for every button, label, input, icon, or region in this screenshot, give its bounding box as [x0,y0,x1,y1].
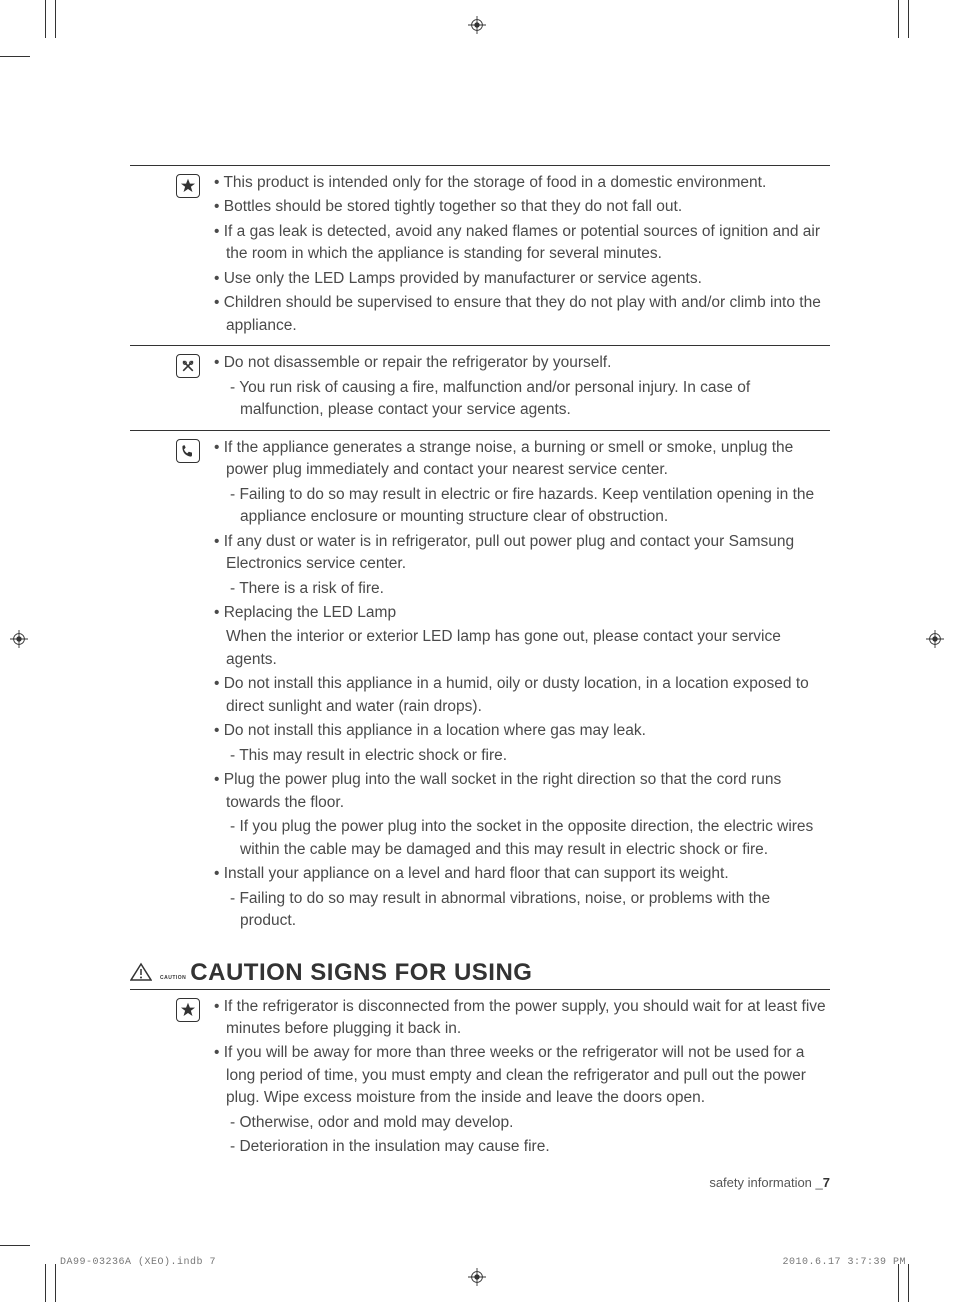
sub-bullet-text: You run risk of causing a fire, malfunct… [212,377,830,422]
sub-bullet-text: This may result in electric shock or fir… [212,745,830,767]
page-number: 7 [823,1175,830,1190]
bullet-text: If a gas leak is detected, avoid any nak… [212,221,830,266]
caution-triangle-icon [130,962,160,987]
section-contact-service: If the appliance generates a strange noi… [130,430,830,941]
crop-mark [908,1264,909,1302]
star-icon [176,998,200,1022]
bullet-text: Replacing the LED Lamp [212,602,830,624]
crop-mark [898,0,899,38]
bullet-text: This product is intended only for the st… [212,172,830,194]
crop-mark [0,56,30,57]
print-metadata: DA99-03236A (XEO).indb 7 2010.6.17 3:7:3… [60,1257,906,1268]
star-icon [176,174,200,198]
registration-mark-icon [926,630,944,648]
bullet-text: If any dust or water is in refrigerator,… [212,531,830,576]
registration-mark-icon [468,16,486,34]
crop-mark [55,0,56,38]
bullet-text: Plug the power plug into the wall socket… [212,769,830,814]
crop-mark [45,0,46,38]
bullet-text: Bottles should be stored tightly togethe… [212,196,830,218]
sub-bullet-text: Failing to do so may result in electric … [212,484,830,529]
bullet-text: If you will be away for more than three … [212,1042,830,1109]
sub-bullet-text: If you plug the power plug into the sock… [212,816,830,861]
crop-mark [908,0,909,38]
caution-small-label: CAUTION [160,975,186,981]
caution-heading-row: CAUTION CAUTION SIGNS FOR USING [130,959,830,990]
sub-bullet-text: Otherwise, odor and mold may develop. [212,1112,830,1134]
section-star-1: This product is intended only for the st… [130,165,830,345]
bullet-text: If the appliance generates a strange noi… [212,437,830,482]
sub-bullet-text: Deterioration in the insulation may caus… [212,1136,830,1158]
section-star-2: If the refrigerator is disconnected from… [130,990,830,1167]
page-content: This product is intended only for the st… [130,165,830,1167]
bullet-text: Do not install this appliance in a humid… [212,673,830,718]
sub-text: When the interior or exterior LED lamp h… [212,626,830,671]
no-disassemble-icon [176,354,200,378]
section-no-disassemble: Do not disassemble or repair the refrige… [130,345,830,429]
bullet-text: If the refrigerator is disconnected from… [212,996,830,1041]
crop-mark [0,1245,30,1246]
footer-label: safety information _ [709,1175,822,1190]
bullet-text: Use only the LED Lamps provided by manuf… [212,268,830,290]
bullet-text: Do not install this appliance in a locat… [212,720,830,742]
bullet-text: Children should be supervised to ensure … [212,292,830,337]
registration-mark-icon [10,630,28,648]
bullet-text: Do not disassemble or repair the refrige… [212,352,830,374]
section-heading: CAUTION SIGNS FOR USING [190,959,532,987]
phone-icon [176,439,200,463]
page-footer: safety information _7 [709,1175,830,1190]
print-file-info: DA99-03236A (XEO).indb 7 [60,1257,216,1268]
registration-mark-icon [468,1268,486,1286]
crop-mark [898,1264,899,1302]
bullet-text: Install your appliance on a level and ha… [212,863,830,885]
sub-bullet-text: There is a risk of fire. [212,578,830,600]
crop-mark [55,1264,56,1302]
crop-mark [45,1264,46,1302]
print-timestamp: 2010.6.17 3:7:39 PM [782,1257,906,1268]
sub-bullet-text: Failing to do so may result in abnormal … [212,888,830,933]
